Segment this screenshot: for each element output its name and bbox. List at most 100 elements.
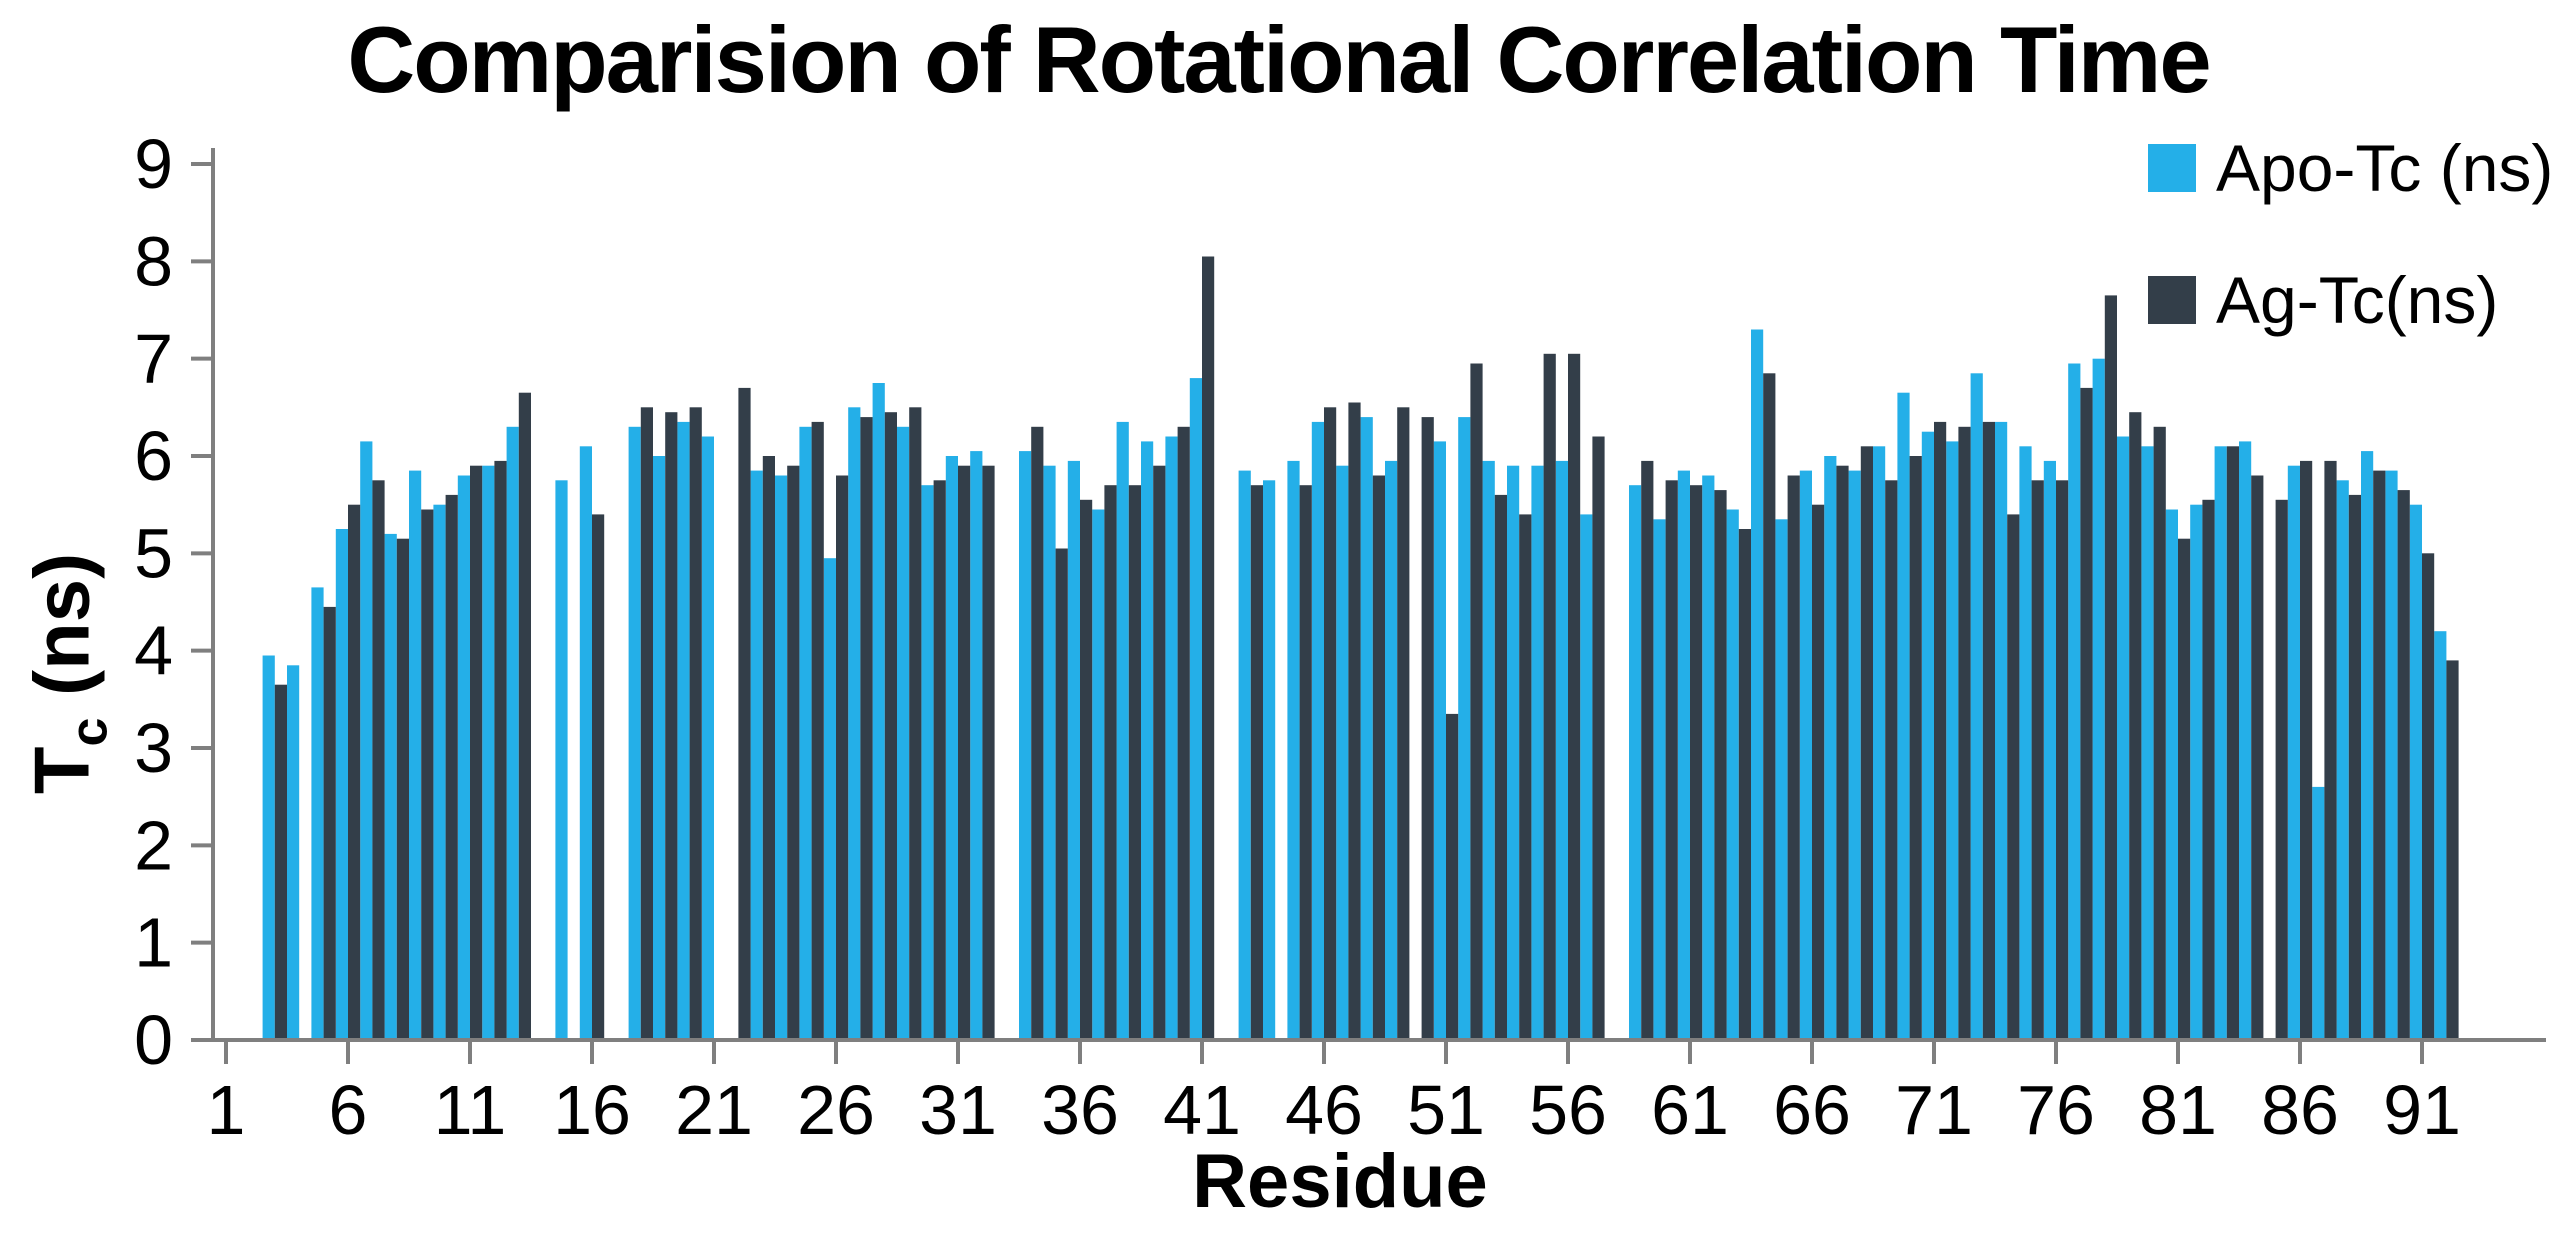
bar-apo-res20 bbox=[677, 421, 690, 1040]
bar-ag-res53 bbox=[1494, 494, 1507, 1040]
bar-apo-res76 bbox=[2043, 460, 2056, 1040]
bar-ag-res89 bbox=[2373, 470, 2386, 1041]
bar-ag-res25 bbox=[811, 421, 824, 1040]
bar-apo-res68 bbox=[1848, 470, 1861, 1041]
bar-ag-res74 bbox=[2007, 514, 2020, 1040]
bar-ag-res70 bbox=[1909, 456, 1922, 1040]
bar-apo-res81 bbox=[2165, 509, 2178, 1040]
bar-ag-res80 bbox=[2153, 426, 2166, 1040]
chart-title: Comparision of Rotational Correlation Ti… bbox=[347, 7, 2211, 112]
bar-apo-res6 bbox=[335, 529, 348, 1040]
bar-ag-res62 bbox=[1714, 490, 1727, 1041]
y-tick-label-5: 5 bbox=[134, 514, 173, 592]
bar-ag-res12 bbox=[494, 460, 507, 1040]
bar-ag-res66 bbox=[1812, 504, 1825, 1040]
bar-apo-res5 bbox=[311, 587, 324, 1040]
bar-ag-res87 bbox=[2324, 460, 2337, 1040]
x-tick-label-51: 51 bbox=[1407, 1071, 1485, 1149]
bar-ag-res30 bbox=[933, 480, 946, 1040]
bar-ag-res27 bbox=[860, 417, 873, 1041]
bar-ag-res40 bbox=[1177, 426, 1190, 1040]
bar-ag-res10 bbox=[445, 494, 458, 1040]
bar-ag-res85 bbox=[2275, 499, 2288, 1040]
bar-apo-res15 bbox=[555, 480, 568, 1040]
bar-apo-res24 bbox=[775, 475, 788, 1040]
bar-ag-res20 bbox=[689, 407, 702, 1040]
y-tick-label-7: 7 bbox=[134, 320, 173, 398]
bar-ag-res65 bbox=[1787, 475, 1800, 1040]
bar-ag-res92 bbox=[2446, 660, 2459, 1040]
bar-ag-res73 bbox=[1982, 421, 1995, 1040]
bar-ag-res18 bbox=[640, 407, 653, 1040]
bar-ag-res67 bbox=[1836, 465, 1849, 1040]
bar-ag-res13 bbox=[518, 392, 531, 1040]
bar-apo-res72 bbox=[1946, 441, 1959, 1040]
x-tick-label-11: 11 bbox=[434, 1071, 507, 1149]
bar-apo-res53 bbox=[1482, 460, 1495, 1040]
bar-ag-res26 bbox=[836, 475, 849, 1040]
bar-apo-res47 bbox=[1336, 465, 1349, 1040]
bar-apo-res80 bbox=[2141, 446, 2154, 1040]
bar-apo-res78 bbox=[2092, 358, 2105, 1040]
bar-ag-res35 bbox=[1055, 548, 1068, 1040]
bar-apo-res11 bbox=[457, 475, 470, 1040]
y-tick-label-1: 1 bbox=[134, 904, 173, 982]
x-tick-label-46: 46 bbox=[1285, 1071, 1363, 1149]
y-tick-label-9: 9 bbox=[134, 125, 173, 203]
bar-apo-res84 bbox=[2239, 441, 2252, 1040]
bar-apo-res82 bbox=[2190, 504, 2203, 1040]
bar-apo-res55 bbox=[1531, 465, 1544, 1040]
bar-apo-res91 bbox=[2409, 504, 2422, 1040]
bar-ag-res19 bbox=[665, 412, 678, 1040]
bar-apo-res41 bbox=[1189, 378, 1202, 1041]
bar-apo-res77 bbox=[2068, 363, 2081, 1040]
bar-ag-res48 bbox=[1372, 475, 1385, 1040]
x-tick-label-76: 76 bbox=[2017, 1071, 2095, 1149]
legend-swatch-ag-icon bbox=[2148, 276, 2196, 324]
bar-ag-res23 bbox=[762, 456, 775, 1040]
bar-ag-res76 bbox=[2056, 480, 2069, 1040]
bar-ag-res3 bbox=[274, 684, 287, 1040]
bar-apo-res18 bbox=[628, 426, 641, 1040]
bar-apo-res83 bbox=[2214, 446, 2227, 1040]
bar-ag-res71 bbox=[1934, 421, 1947, 1040]
bar-apo-res74 bbox=[1995, 421, 2008, 1040]
bar-ag-res78 bbox=[2104, 295, 2117, 1040]
y-tick-label-6: 6 bbox=[134, 417, 173, 495]
bar-ag-res9 bbox=[421, 509, 434, 1040]
bar-apo-res27 bbox=[848, 407, 861, 1040]
bar-ag-res24 bbox=[787, 465, 800, 1040]
bar-ag-res90 bbox=[2397, 490, 2410, 1041]
bar-ag-res82 bbox=[2202, 499, 2215, 1040]
bar-apo-res13 bbox=[506, 426, 519, 1040]
bar-ag-res60 bbox=[1665, 480, 1678, 1040]
bar-ag-res43 bbox=[1250, 485, 1263, 1040]
bar-apo-res52 bbox=[1458, 417, 1471, 1041]
y-tick-label-0: 0 bbox=[134, 1001, 173, 1079]
bar-ag-res28 bbox=[884, 412, 897, 1040]
bar-apo-res8 bbox=[384, 533, 397, 1040]
bar-apo-res75 bbox=[2019, 446, 2032, 1040]
bar-ag-res32 bbox=[982, 465, 995, 1040]
bar-apo-res57 bbox=[1580, 514, 1593, 1040]
x-tick-label-36: 36 bbox=[1041, 1071, 1119, 1149]
y-tick-label-2: 2 bbox=[134, 806, 173, 884]
legend-swatch-apo-icon bbox=[2148, 144, 2196, 192]
bar-apo-res65 bbox=[1775, 519, 1788, 1040]
bar-apo-res66 bbox=[1799, 470, 1812, 1041]
bar-ag-res29 bbox=[909, 407, 922, 1040]
bar-ag-res46 bbox=[1324, 407, 1337, 1040]
x-tick-label-26: 26 bbox=[797, 1071, 875, 1149]
bar-apo-res60 bbox=[1653, 519, 1666, 1040]
x-tick-label-91: 91 bbox=[2383, 1071, 2461, 1149]
bar-apo-res88 bbox=[2336, 480, 2349, 1040]
bar-ag-res6 bbox=[348, 504, 361, 1040]
legend-label-apo: Apo-Tc (ns) bbox=[2216, 131, 2554, 205]
bar-apo-res63 bbox=[1726, 509, 1739, 1040]
bar-apo-res19 bbox=[653, 456, 666, 1040]
bar-ag-res56 bbox=[1568, 353, 1581, 1040]
x-axis-title: Residue bbox=[1192, 1139, 1488, 1224]
bar-ag-res50 bbox=[1421, 417, 1434, 1041]
bar-ag-res79 bbox=[2129, 412, 2142, 1040]
